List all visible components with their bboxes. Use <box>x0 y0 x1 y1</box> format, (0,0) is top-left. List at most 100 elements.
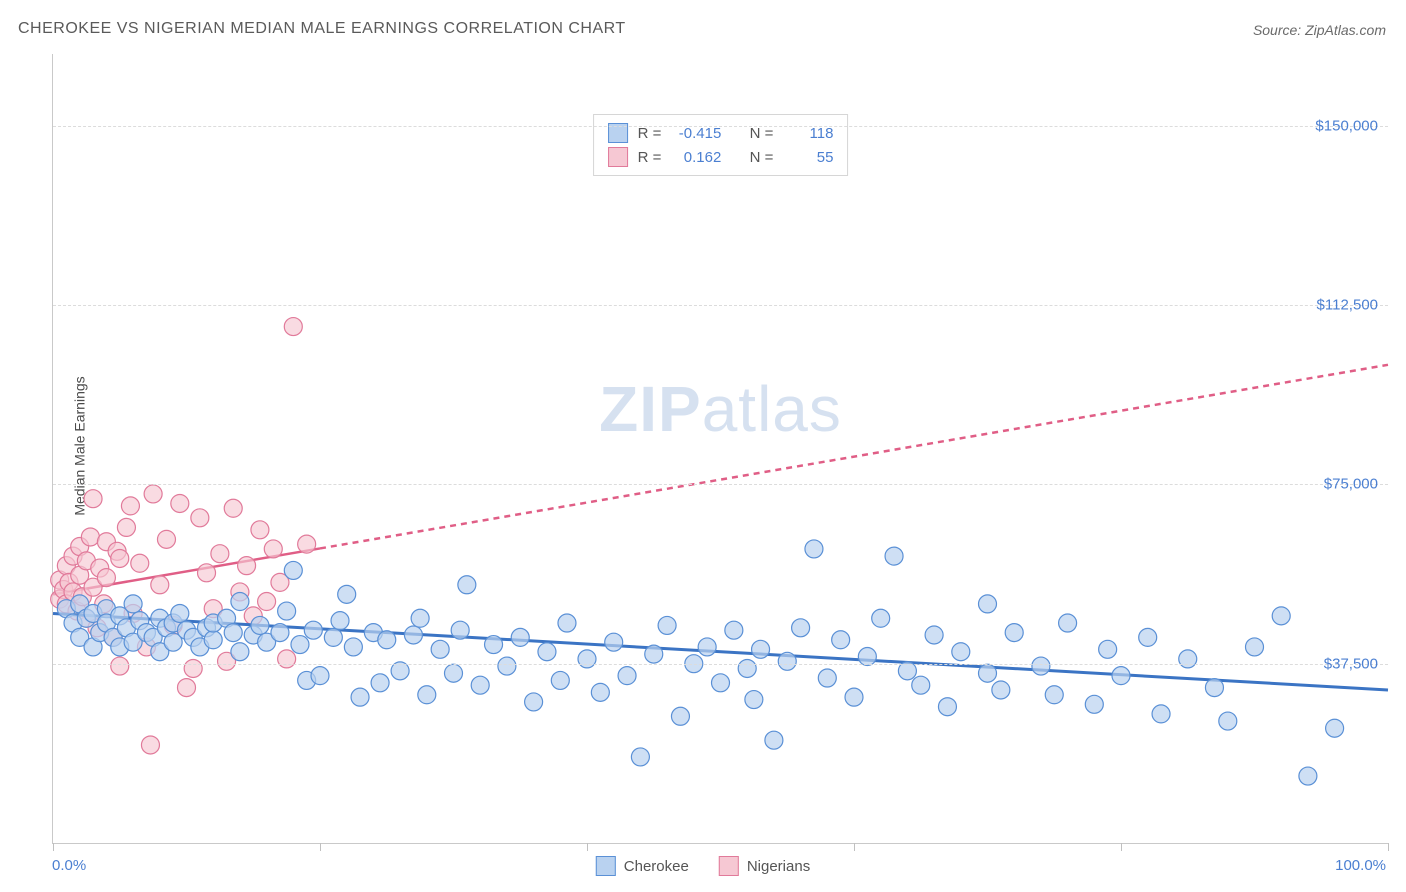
gridline <box>53 305 1388 306</box>
nigerians-point <box>238 557 256 575</box>
cherokee-point <box>832 631 850 649</box>
cherokee-point <box>979 664 997 682</box>
cherokee-point <box>278 602 296 620</box>
cherokee-point <box>631 748 649 766</box>
cherokee-point <box>1112 667 1130 685</box>
gridline <box>53 126 1388 127</box>
cherokee-point <box>378 631 396 649</box>
cherokee-point <box>912 676 930 694</box>
cherokee-point <box>738 659 756 677</box>
nigerians-point <box>191 509 209 527</box>
cherokee-point <box>411 609 429 627</box>
cherokee-point <box>418 686 436 704</box>
x-axis-min-label: 0.0% <box>52 857 86 874</box>
cherokee-point <box>344 638 362 656</box>
cherokee-point <box>458 576 476 594</box>
cherokee-point <box>845 688 863 706</box>
legend-n-value: 55 <box>783 149 833 166</box>
source-label: Source: ZipAtlas.com <box>1253 22 1386 38</box>
nigerians-point <box>157 530 175 548</box>
nigerians-point <box>84 490 102 508</box>
cherokee-point <box>1272 607 1290 625</box>
nigerians-point <box>81 528 99 546</box>
y-tick-label: $37,500 <box>1324 655 1378 672</box>
cherokee-point <box>805 540 823 558</box>
correlation-legend-row: R =-0.415 N =118 <box>608 121 834 145</box>
cherokee-point <box>1246 638 1264 656</box>
cherokee-point <box>471 676 489 694</box>
x-tick <box>854 843 855 851</box>
nigerians-point <box>144 485 162 503</box>
cherokee-point <box>725 621 743 639</box>
cherokee-point <box>992 681 1010 699</box>
nigerians-point <box>198 564 216 582</box>
cherokee-point <box>251 616 269 634</box>
cherokee-point <box>952 643 970 661</box>
y-tick-label: $150,000 <box>1315 117 1378 134</box>
cherokee-point <box>291 636 309 654</box>
cherokee-point <box>511 628 529 646</box>
cherokee-point <box>1152 705 1170 723</box>
x-tick <box>320 843 321 851</box>
cherokee-point <box>698 638 716 656</box>
gridline <box>53 484 1388 485</box>
cherokee-point <box>578 650 596 668</box>
cherokee-point <box>1139 628 1157 646</box>
cherokee-point <box>311 667 329 685</box>
nigerians-point <box>151 576 169 594</box>
cherokee-point <box>712 674 730 692</box>
nigerians-point <box>131 554 149 572</box>
nigerians-point <box>171 494 189 512</box>
legend-r-value: 0.162 <box>671 149 721 166</box>
cherokee-point <box>445 664 463 682</box>
y-tick-label: $75,000 <box>1324 476 1378 493</box>
nigerians-point <box>178 679 196 697</box>
cherokee-point <box>1205 679 1223 697</box>
cherokee-point <box>324 628 342 646</box>
x-tick <box>1121 843 1122 851</box>
source-prefix: Source: <box>1253 22 1305 38</box>
correlation-legend: R =-0.415 N =118R =0.162 N =55 <box>593 114 849 176</box>
cherokee-point <box>872 609 890 627</box>
correlation-legend-row: R =0.162 N =55 <box>608 145 834 169</box>
nigerians-point <box>211 545 229 563</box>
gridline <box>53 664 1388 665</box>
legend-item: Cherokee <box>596 856 689 876</box>
cherokee-point <box>171 604 189 622</box>
legend-n-label: N = <box>750 149 774 166</box>
cherokee-point <box>271 624 289 642</box>
nigerians-point <box>117 518 135 536</box>
cherokee-point <box>338 585 356 603</box>
nigerians-point <box>278 650 296 668</box>
cherokee-point <box>284 561 302 579</box>
cherokee-point <box>431 640 449 658</box>
cherokee-point <box>938 698 956 716</box>
cherokee-point <box>765 731 783 749</box>
cherokee-point <box>204 631 222 649</box>
x-tick <box>587 843 588 851</box>
cherokee-point <box>525 693 543 711</box>
x-tick <box>53 843 54 851</box>
cherokee-point <box>925 626 943 644</box>
nigerians-point <box>111 657 129 675</box>
cherokee-point <box>551 671 569 689</box>
cherokee-point <box>1032 657 1050 675</box>
nigerians-point <box>264 540 282 558</box>
cherokee-point <box>498 657 516 675</box>
cherokee-point <box>331 612 349 630</box>
legend-n-value: 118 <box>783 125 833 142</box>
nigerians-trendline-ext <box>320 365 1388 549</box>
cherokee-point <box>1219 712 1237 730</box>
cherokee-point <box>658 616 676 634</box>
cherokee-point <box>1045 686 1063 704</box>
chart-title: CHEROKEE VS NIGERIAN MEDIAN MALE EARNING… <box>18 20 626 38</box>
cherokee-point <box>671 707 689 725</box>
cherokee-point <box>1085 695 1103 713</box>
cherokee-point <box>224 624 242 642</box>
nigerians-point <box>298 535 316 553</box>
legend-swatch <box>608 147 628 167</box>
cherokee-point <box>304 621 322 639</box>
cherokee-point <box>124 595 142 613</box>
nigerians-point <box>121 497 139 515</box>
legend-item: Nigerians <box>719 856 810 876</box>
